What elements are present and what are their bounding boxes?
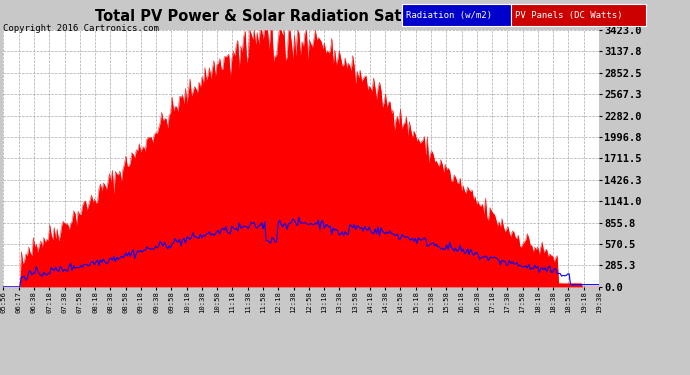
Text: Radiation (w/m2): Radiation (w/m2) [406,11,493,20]
Text: Copyright 2016 Cartronics.com: Copyright 2016 Cartronics.com [3,24,159,33]
Text: Total PV Power & Solar Radiation Sat Apr 23 19:44: Total PV Power & Solar Radiation Sat Apr… [95,9,513,24]
Text: PV Panels (DC Watts): PV Panels (DC Watts) [515,11,623,20]
